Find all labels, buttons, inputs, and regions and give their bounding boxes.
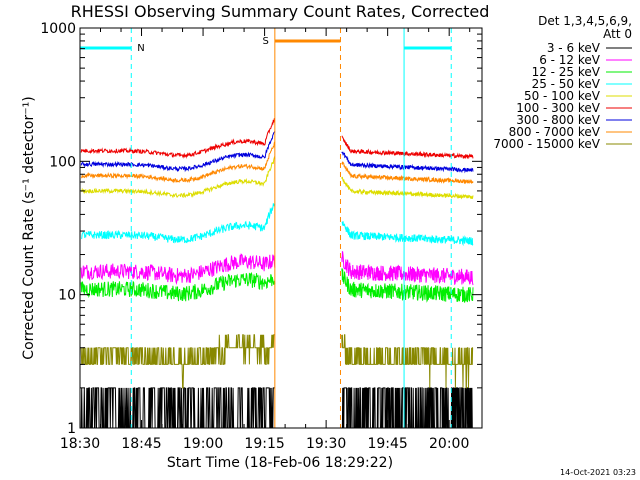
y-tick-label: 1000 — [40, 21, 76, 37]
y-axis-label: Corrected Count Rate (s⁻¹ detector⁻¹) — [21, 96, 37, 359]
series-3_6keV — [80, 387, 473, 429]
legend-label: 12 - 25 keV — [532, 65, 601, 79]
legend-label: 7000 - 15000 keV — [493, 137, 600, 151]
series-line — [341, 334, 474, 389]
annotation-night — [403, 28, 452, 428]
series-line — [341, 387, 473, 429]
x-tick-label: 19:15 — [244, 436, 284, 452]
night-label: N — [137, 43, 144, 54]
saa-label: S — [262, 36, 268, 47]
x-axis-label: Start Time (18-Feb-06 18:29:22) — [167, 455, 393, 471]
legend-header-line1: Det 1,3,4,5,6,9, — [538, 14, 632, 28]
series-line — [81, 202, 276, 244]
legend-label: 800 - 7000 keV — [509, 125, 601, 139]
annotation-layer: NS — [79, 28, 452, 428]
x-tick-label: 19:00 — [183, 436, 223, 452]
y-tick-label: 10 — [58, 288, 76, 304]
legend-label: 6 - 12 keV — [539, 53, 601, 67]
x-tick-label: 18:45 — [121, 436, 161, 452]
series-800_7000keV — [81, 141, 474, 185]
series-line — [80, 156, 276, 199]
series-line — [341, 251, 474, 286]
legend-header-line2: Att 0 — [603, 27, 632, 41]
series-line — [80, 272, 276, 302]
x-tick-label: 19:45 — [367, 436, 407, 452]
x-tick-label: 18:30 — [60, 436, 100, 452]
legend-label: 3 - 6 keV — [547, 41, 601, 55]
series-6_12keV — [80, 251, 474, 286]
series-25_50keV — [81, 202, 474, 247]
y-tick-label: 1 — [67, 421, 76, 437]
series-7000_15000keV — [80, 334, 474, 389]
series-line — [80, 117, 276, 159]
series-100_300keV — [80, 117, 474, 160]
chart-title: RHESSI Observing Summary Count Rates, Co… — [71, 2, 490, 21]
legend-label: 50 - 100 keV — [524, 89, 601, 103]
series-line — [80, 253, 276, 285]
plot-frame — [79, 27, 483, 429]
axes: 18:30 18:45 19:00 19:15 19:30 19:45 20:00 1 10 10… — [40, 21, 482, 452]
annotation-saa: S — [262, 28, 341, 428]
series-line — [81, 141, 276, 184]
x-tick-label: 19:30 — [306, 436, 346, 452]
series-300_800keV — [80, 131, 474, 174]
series-line — [341, 221, 474, 247]
legend-label: 300 - 800 keV — [516, 113, 600, 127]
legend-label: 25 - 50 keV — [532, 77, 601, 91]
data-layer — [80, 117, 474, 429]
annotation-night: N — [79, 28, 145, 428]
legend-label: 100 - 300 keV — [516, 101, 600, 115]
series-50_100keV — [80, 156, 474, 200]
series-line — [80, 334, 275, 389]
series-line — [341, 151, 474, 174]
series-line — [80, 131, 276, 173]
y-tick-label: 100 — [49, 154, 76, 170]
x-tick-label: 20:00 — [429, 436, 469, 452]
series-line — [341, 176, 474, 200]
series-line — [341, 135, 474, 160]
series-line — [80, 387, 275, 429]
footer-timestamp: 14-Oct-2021 03:23 — [560, 468, 636, 477]
